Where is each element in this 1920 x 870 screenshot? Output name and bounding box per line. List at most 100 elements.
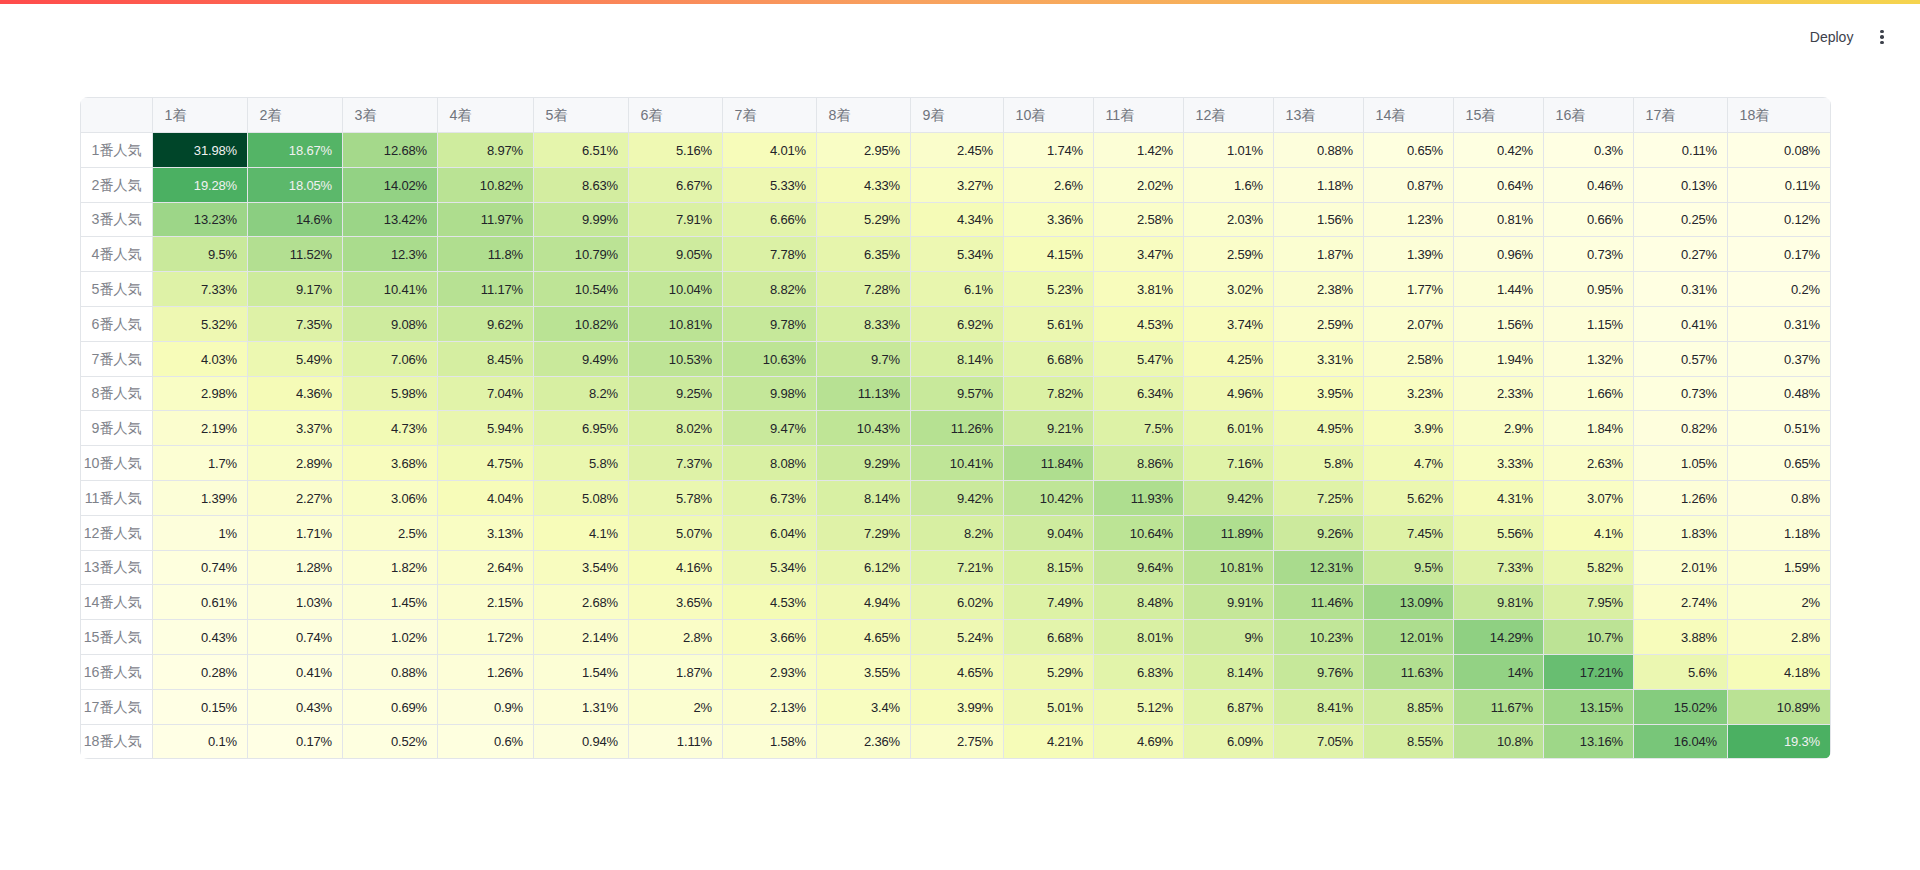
heatmap-cell: 1.11% <box>629 724 723 759</box>
heatmap-cell: 9.62% <box>438 306 534 341</box>
heatmap-cell: 6.67% <box>629 167 723 202</box>
deploy-button[interactable]: Deploy <box>1810 29 1854 45</box>
heatmap-cell: 11.97% <box>438 202 534 237</box>
heatmap-cell: 9.26% <box>1274 515 1364 550</box>
heatmap-cell: 0.61% <box>153 585 248 620</box>
heatmap-cell: 0.87% <box>1364 167 1454 202</box>
heatmap-cell: 3.9% <box>1364 411 1454 446</box>
heatmap-cell: 7.49% <box>1004 585 1094 620</box>
heatmap-cell: 1.39% <box>1364 237 1454 272</box>
heatmap-cell: 1.58% <box>723 724 817 759</box>
heatmap-cell: 10.64% <box>1094 515 1184 550</box>
heatmap-cell: 11.89% <box>1184 515 1274 550</box>
heatmap-cell: 4.01% <box>723 133 817 168</box>
heatmap-cell: 2.89% <box>248 446 343 481</box>
table-row: 16番人気0.28%0.41%0.88%1.26%1.54%1.87%2.93%… <box>81 654 1831 689</box>
column-header: 15着 <box>1454 98 1544 133</box>
heatmap-cell: 6.04% <box>723 515 817 550</box>
heatmap-cell: 2.58% <box>1094 202 1184 237</box>
heatmap-cell: 1.56% <box>1274 202 1364 237</box>
column-header: 18着 <box>1728 98 1831 133</box>
heatmap-cell: 1.31% <box>534 689 629 724</box>
heatmap-cell: 10.53% <box>629 341 723 376</box>
heatmap-cell: 6.01% <box>1184 411 1274 446</box>
heatmap-cell: 1.66% <box>1544 376 1634 411</box>
kebab-menu-icon[interactable] <box>1880 30 1884 44</box>
heatmap-cell: 3.99% <box>911 689 1004 724</box>
heatmap-cell: 9.76% <box>1274 654 1364 689</box>
heatmap-cell: 1.32% <box>1544 341 1634 376</box>
heatmap-cell: 0.17% <box>248 724 343 759</box>
heatmap-cell: 0.13% <box>1634 167 1728 202</box>
heatmap-cell: 10.43% <box>817 411 911 446</box>
column-header: 17着 <box>1634 98 1728 133</box>
row-label-cell: 12番人気 <box>81 515 153 550</box>
heatmap-cell: 0.12% <box>1728 202 1831 237</box>
heatmap-cell: 6.68% <box>1004 620 1094 655</box>
heatmap-cell: 0.42% <box>1454 133 1544 168</box>
heatmap-cell: 2.03% <box>1184 202 1274 237</box>
column-header: 12着 <box>1184 98 1274 133</box>
heatmap-cell: 1.02% <box>343 620 438 655</box>
heatmap-cell: 2.07% <box>1364 306 1454 341</box>
heatmap-cell: 4.73% <box>343 411 438 446</box>
heatmap-cell: 7.91% <box>629 202 723 237</box>
heatmap-cell: 2.36% <box>817 724 911 759</box>
row-label-cell: 1番人気 <box>81 133 153 168</box>
heatmap-cell: 1.18% <box>1274 167 1364 202</box>
heatmap-cell: 3.37% <box>248 411 343 446</box>
heatmap-cell: 0.9% <box>438 689 534 724</box>
heatmap-cell: 7.06% <box>343 341 438 376</box>
heatmap-cell: 9.08% <box>343 306 438 341</box>
heatmap-cell: 5.08% <box>534 480 629 515</box>
heatmap-cell: 8.14% <box>817 480 911 515</box>
heatmap-cell: 2.45% <box>911 133 1004 168</box>
heatmap-cell: 17.21% <box>1544 654 1634 689</box>
row-label-cell: 16番人気 <box>81 654 153 689</box>
table-row: 5番人気7.33%9.17%10.41%11.17%10.54%10.04%8.… <box>81 272 1831 307</box>
heatmap-cell: 13.09% <box>1364 585 1454 620</box>
heatmap-table-container: 1着2着3着4着5着6着7着8着9着10着11着12着13着14着15着16着1… <box>80 97 1831 759</box>
row-label-cell: 15番人気 <box>81 620 153 655</box>
heatmap-cell: 7.5% <box>1094 411 1184 446</box>
heatmap-cell: 3.81% <box>1094 272 1184 307</box>
heatmap-cell: 4.75% <box>438 446 534 481</box>
heatmap-cell: 1.72% <box>438 620 534 655</box>
row-label-cell: 2番人気 <box>81 167 153 202</box>
heatmap-cell: 4.53% <box>723 585 817 620</box>
heatmap-cell: 9.49% <box>534 341 629 376</box>
column-header: 13着 <box>1274 98 1364 133</box>
heatmap-cell: 6.35% <box>817 237 911 272</box>
heatmap-cell: 10.89% <box>1728 689 1831 724</box>
heatmap-cell: 19.28% <box>153 167 248 202</box>
heatmap-cell: 6.02% <box>911 585 1004 620</box>
heatmap-cell: 0.73% <box>1634 376 1728 411</box>
heatmap-cell: 9.47% <box>723 411 817 446</box>
heatmap-cell: 0.31% <box>1634 272 1728 307</box>
heatmap-cell: 4.36% <box>248 376 343 411</box>
heatmap-cell: 10.8% <box>1454 724 1544 759</box>
heatmap-cell: 7.16% <box>1184 446 1274 481</box>
heatmap-cell: 6.66% <box>723 202 817 237</box>
heatmap-cell: 1.01% <box>1184 133 1274 168</box>
heatmap-cell: 6.95% <box>534 411 629 446</box>
heatmap-cell: 0.43% <box>153 620 248 655</box>
heatmap-cell: 8.97% <box>438 133 534 168</box>
heatmap-cell: 8.82% <box>723 272 817 307</box>
heatmap-cell: 0.41% <box>1634 306 1728 341</box>
heatmap-cell: 0.88% <box>1274 133 1364 168</box>
row-label-cell: 3番人気 <box>81 202 153 237</box>
heatmap-cell: 0.17% <box>1728 237 1831 272</box>
row-label-cell: 10番人気 <box>81 446 153 481</box>
table-row: 3番人気13.23%14.6%13.42%11.97%9.99%7.91%6.6… <box>81 202 1831 237</box>
heatmap-cell: 8.15% <box>1004 550 1094 585</box>
column-header: 7着 <box>723 98 817 133</box>
heatmap-cell: 2% <box>629 689 723 724</box>
heatmap-cell: 8.85% <box>1364 689 1454 724</box>
heatmap-cell: 0.95% <box>1544 272 1634 307</box>
heatmap-cell: 2.93% <box>723 654 817 689</box>
heatmap-cell: 15.02% <box>1634 689 1728 724</box>
heatmap-cell: 5.8% <box>534 446 629 481</box>
heatmap-cell: 6.83% <box>1094 654 1184 689</box>
heatmap-cell: 14.02% <box>343 167 438 202</box>
